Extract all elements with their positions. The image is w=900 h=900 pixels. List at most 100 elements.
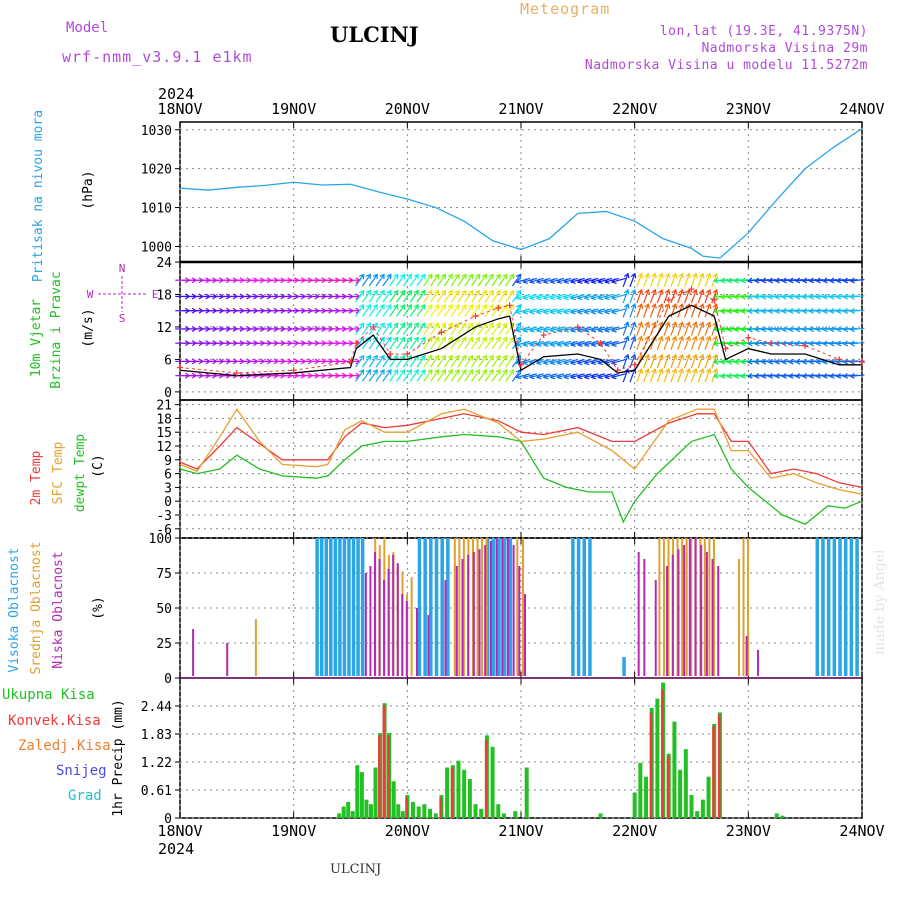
wind-arrow-shaft bbox=[605, 326, 619, 332]
wind-arrow bbox=[622, 335, 630, 350]
wind-arrow-shaft bbox=[611, 340, 626, 346]
wind-arrow-shaft bbox=[697, 322, 704, 336]
wind-arrow bbox=[563, 359, 578, 366]
precip-bar-conv bbox=[666, 756, 670, 818]
wind-arrow-head bbox=[427, 289, 433, 296]
wind-arrow-shaft bbox=[355, 290, 365, 303]
wind-arrow bbox=[515, 373, 531, 380]
wind-arrow-head bbox=[835, 293, 842, 300]
precip-legend-item: Snijeg bbox=[56, 763, 107, 779]
wind-arrow bbox=[849, 340, 865, 347]
wind-arrow-head bbox=[719, 293, 726, 300]
wind-arrow bbox=[464, 289, 474, 303]
wind-arrow-head bbox=[393, 273, 399, 280]
wind-arrow-head bbox=[434, 289, 440, 296]
wind-arrow-head bbox=[386, 289, 392, 296]
wind-arrow-head bbox=[787, 307, 794, 314]
wind-arrow-head bbox=[719, 307, 726, 314]
wind-arrow-head bbox=[563, 294, 569, 301]
wind-arrow bbox=[663, 272, 671, 288]
wind-arrow bbox=[477, 273, 488, 287]
wind-arrow-shaft bbox=[523, 340, 538, 346]
wind-arrow bbox=[396, 304, 406, 317]
wind-arrow bbox=[542, 373, 558, 380]
wind-arrow-head bbox=[815, 372, 821, 379]
wind-arrow bbox=[402, 304, 412, 317]
wind-arrow-shaft bbox=[629, 322, 636, 336]
wind-arrow-head bbox=[379, 368, 385, 375]
wind-arrow-head bbox=[502, 289, 508, 296]
wind-arrow bbox=[368, 354, 378, 368]
wind-arrow-shaft bbox=[443, 369, 453, 382]
precip-bar-rain bbox=[428, 808, 433, 818]
gust-marker bbox=[745, 334, 752, 341]
cloud-bar-mid_cloud bbox=[522, 538, 524, 676]
wind-arrow-head bbox=[576, 326, 583, 333]
wind-arrow-shaft bbox=[471, 369, 481, 382]
wind-arrow bbox=[443, 322, 453, 336]
wind-arrow-head bbox=[461, 304, 467, 310]
wind-arrow-shaft bbox=[361, 337, 371, 350]
wind-arrow-shaft bbox=[570, 277, 585, 283]
wind-arrow-shaft bbox=[409, 274, 419, 287]
wind-arrow-shaft bbox=[577, 294, 592, 299]
wind-arrow bbox=[656, 272, 664, 288]
wind-arrow-head bbox=[610, 359, 617, 366]
wind-arrow-head bbox=[413, 273, 419, 280]
precip-bar-conv bbox=[382, 705, 386, 818]
panel-frame bbox=[179, 677, 863, 819]
wind-arrow bbox=[436, 354, 447, 368]
wind-arrow bbox=[629, 335, 637, 350]
wind-arrow-head bbox=[509, 368, 515, 375]
wind-arrow-head bbox=[468, 336, 474, 343]
wind-arrow-head bbox=[671, 368, 678, 374]
y-tick-label: 0 bbox=[164, 386, 172, 401]
wind-arrow-head bbox=[365, 354, 372, 361]
wind-arrow-shaft bbox=[591, 294, 606, 299]
wind-arrow bbox=[430, 336, 440, 350]
wind-arrow bbox=[590, 359, 606, 366]
wind-arrow-shaft bbox=[536, 340, 551, 346]
wind-arrow-shaft bbox=[656, 303, 663, 318]
wind-arrow-head bbox=[590, 278, 597, 285]
wind-arrow-head bbox=[515, 304, 522, 310]
wind-arrow-shaft bbox=[361, 322, 371, 336]
wind-arrow-shaft bbox=[677, 336, 684, 350]
wind-arrow-shaft bbox=[656, 336, 663, 350]
wind-arrow bbox=[505, 354, 515, 368]
wind-arrow bbox=[505, 368, 515, 382]
wind-arrow bbox=[423, 273, 433, 287]
wind-arrow bbox=[697, 272, 705, 288]
wind-key-n: N bbox=[119, 262, 126, 275]
wind-arrow-shaft bbox=[409, 355, 419, 368]
wind-arrow-head bbox=[712, 272, 719, 279]
wind-arrow bbox=[622, 303, 630, 318]
wind-arrow bbox=[670, 353, 678, 369]
wind-arrow-shaft bbox=[643, 368, 649, 383]
wind-arrow-head bbox=[671, 335, 678, 342]
wind-arrow bbox=[670, 335, 678, 350]
wind-arrow bbox=[583, 340, 599, 347]
wind-arrow-shaft bbox=[416, 290, 426, 303]
wind-arrow-head bbox=[569, 294, 576, 301]
wind-arrow-head bbox=[386, 273, 392, 280]
wind-arrow-head bbox=[726, 293, 733, 300]
wind-arrow-head bbox=[712, 353, 719, 360]
wind-arrow bbox=[515, 277, 531, 285]
y-tick-label: 21 bbox=[156, 399, 172, 414]
wind-arrow-head bbox=[447, 304, 453, 310]
wind-arrow bbox=[583, 277, 599, 285]
wind-arrow-head bbox=[535, 341, 542, 347]
y-tick-label: 0 bbox=[164, 495, 172, 510]
precip-bar-rain bbox=[416, 806, 421, 818]
model-name: wrf-nmm_v3.9.1 e1km bbox=[62, 48, 253, 66]
wind-arrow bbox=[491, 368, 501, 382]
wind-arrow-shaft bbox=[629, 289, 636, 304]
wind-arrow-head bbox=[583, 278, 590, 285]
wind-arrow bbox=[849, 326, 865, 333]
wind-arrow-shaft bbox=[498, 290, 508, 303]
cloud-bar-low_cloud bbox=[700, 545, 703, 676]
wind-arrow-shaft bbox=[396, 337, 406, 350]
wind-arrow-head bbox=[604, 373, 610, 380]
wind-arrow bbox=[629, 321, 637, 336]
